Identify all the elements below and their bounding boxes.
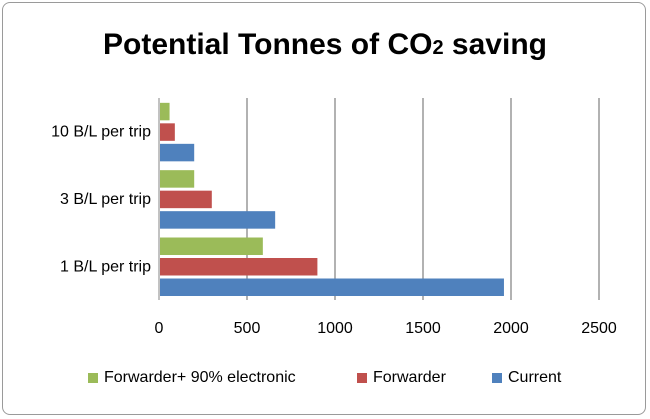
bar-forwarder-90-electronic bbox=[160, 237, 263, 255]
legend-swatch bbox=[492, 373, 502, 383]
chart-title-main: Potential Tonnes of CO bbox=[103, 28, 433, 61]
legend-label: Forwarder+ 90% electronic bbox=[104, 369, 296, 386]
x-tick-label: 500 bbox=[234, 320, 261, 337]
chart-title-subscript: 2 bbox=[432, 37, 444, 59]
legend-swatch bbox=[357, 373, 367, 383]
bar-forwarder bbox=[160, 190, 212, 209]
bar-forwarder-90-electronic bbox=[160, 102, 170, 121]
x-tick-label: 2500 bbox=[581, 320, 617, 337]
legend-item: Current bbox=[492, 369, 561, 387]
chart-frame bbox=[2, 2, 646, 415]
chart-title: Potential Tonnes of CO2 saving bbox=[0, 28, 650, 62]
legend-swatch bbox=[88, 373, 98, 383]
bar-forwarder bbox=[160, 258, 318, 276]
legend-item: Forwarder+ 90% electronic bbox=[88, 369, 296, 387]
x-tick-label: 0 bbox=[155, 320, 164, 337]
x-tick-label: 1500 bbox=[405, 320, 441, 337]
legend-label: Current bbox=[508, 369, 562, 386]
x-tick-label: 1000 bbox=[317, 320, 353, 337]
bar-current bbox=[160, 278, 504, 296]
chart-title-end: saving bbox=[443, 28, 547, 61]
bar-forwarder-90-electronic bbox=[160, 170, 195, 188]
y-category-label: 1 B/L per trip bbox=[60, 258, 151, 275]
y-category-label: 10 B/L per trip bbox=[51, 124, 151, 141]
y-category-label: 3 B/L per trip bbox=[60, 191, 151, 208]
bar-forwarder bbox=[160, 123, 175, 141]
chart-legend: Forwarder+ 90% electronic Forwarder Curren… bbox=[0, 369, 650, 389]
legend-item: Forwarder bbox=[357, 369, 446, 387]
bar-current bbox=[160, 143, 195, 162]
x-tick-label: 2000 bbox=[493, 320, 529, 337]
legend-label: Forwarder bbox=[373, 369, 446, 386]
bar-current bbox=[160, 211, 276, 229]
